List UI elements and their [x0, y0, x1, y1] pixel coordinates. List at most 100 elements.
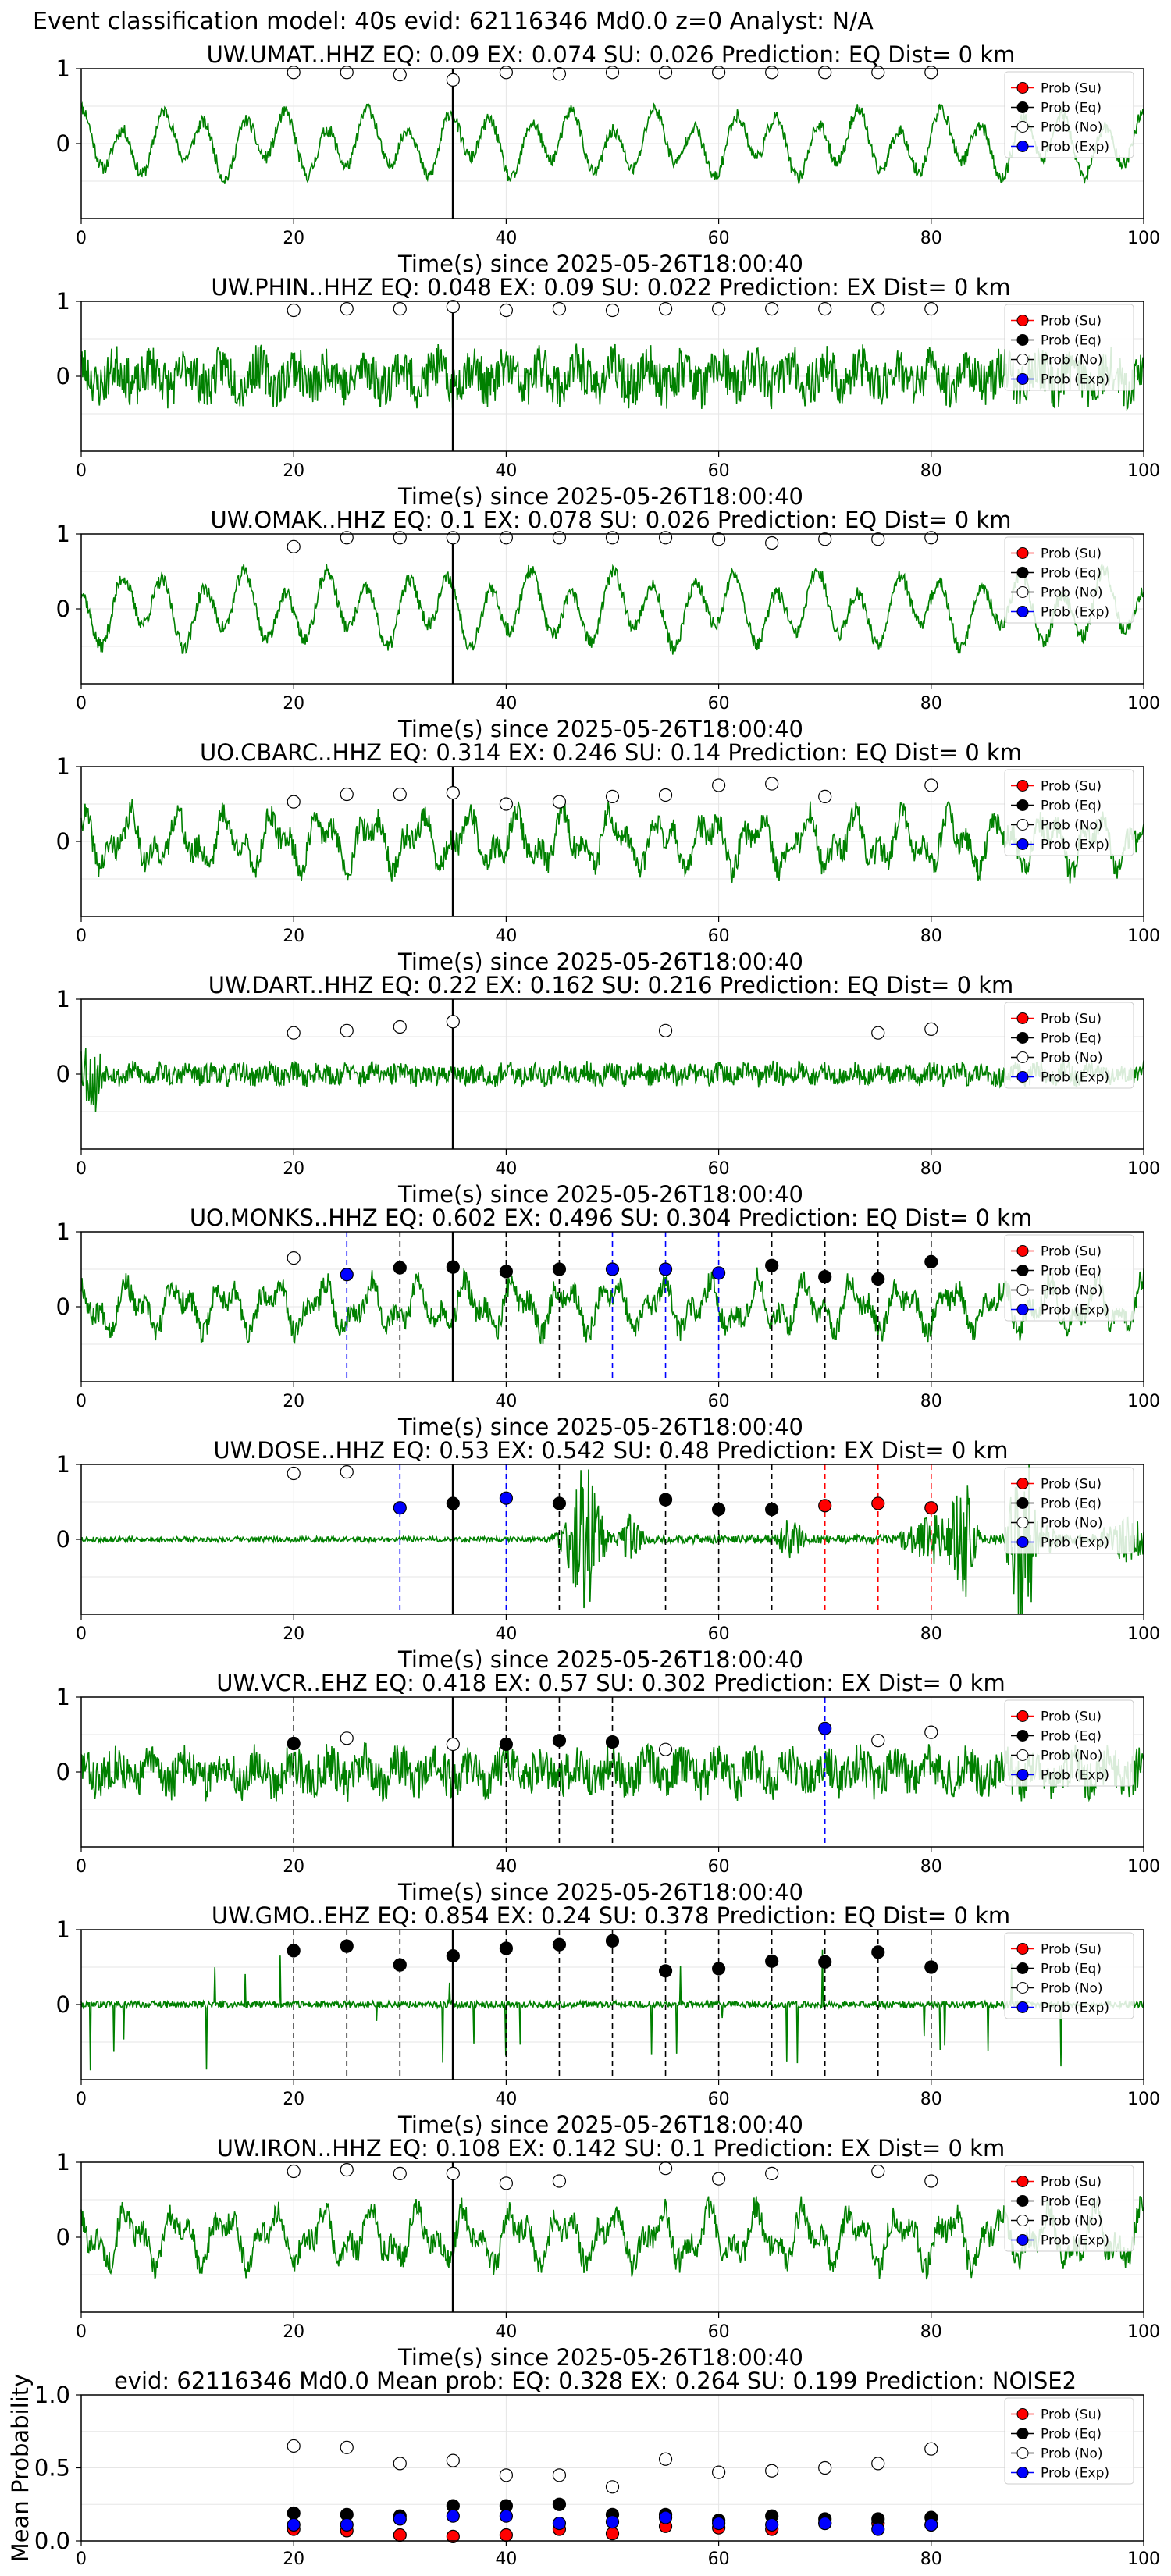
- prob-marker-no: [658, 1023, 673, 1037]
- prob-marker-eq: [765, 1258, 779, 1272]
- prob-marker-exp: [499, 1491, 514, 1505]
- prob-marker-no: [605, 303, 620, 318]
- mean-marker-su: [605, 2527, 620, 2541]
- prob-marker-no: [499, 66, 514, 80]
- prob-marker-no: [287, 1026, 301, 1040]
- y-tick-label: 1: [56, 1219, 70, 1245]
- prob-marker-no: [393, 2166, 407, 2180]
- panel5-legend-marker-exp: [1016, 1304, 1029, 1315]
- panel4-legend-label-exp: Prob (Exp): [1041, 1070, 1109, 1086]
- mean-marker-eq: [552, 2497, 567, 2511]
- prob-marker-no: [446, 531, 460, 545]
- panel4-legend-label-no: Prob (No): [1041, 1051, 1103, 1066]
- panel3-legend-box: [1004, 769, 1134, 856]
- prob-marker-eq: [552, 1262, 567, 1276]
- panel-title: UW.DART..HHZ EQ: 0.22 EX: 0.162 SU: 0.21…: [208, 972, 1014, 998]
- prob-marker-eq: [871, 1945, 885, 1959]
- prob-marker-no: [393, 787, 407, 802]
- mean-marker-exp: [924, 2517, 938, 2532]
- panel3-legend-marker-no: [1016, 819, 1029, 831]
- mean-legend-label-exp: Prob (Exp): [1041, 2466, 1109, 2482]
- prob-marker-no: [552, 795, 567, 809]
- y-tick-label: 0: [56, 828, 70, 855]
- prob-marker-no: [340, 787, 354, 802]
- x-tick-label: 0: [76, 1857, 87, 1877]
- x-axis-label: Time(s) since 2025-05-26T18:00:40: [397, 1879, 803, 1905]
- prob-marker-no: [499, 797, 514, 811]
- x-tick-label: 40: [495, 694, 517, 713]
- waveform-trace: [80, 101, 1144, 184]
- x-axis-label: Time(s) since 2025-05-26T18:00:40: [397, 2112, 803, 2138]
- x-axis-label: Time(s) since 2025-05-26T18:00:40: [397, 948, 803, 975]
- prob-marker-no: [287, 539, 301, 553]
- x-tick-label: 100: [1127, 461, 1160, 481]
- x-tick-label: 60: [708, 694, 730, 713]
- panel9-legend-box: [1004, 2165, 1134, 2252]
- prob-marker-no: [924, 2174, 938, 2188]
- panel-title: UW.VCR..EHZ EQ: 0.418 EX: 0.57 SU: 0.302…: [216, 1670, 1005, 1696]
- x-tick-label: 40: [495, 229, 517, 248]
- x-tick-label: 80: [920, 1392, 942, 1411]
- prob-marker-no: [446, 785, 460, 800]
- mean-marker-su: [446, 2529, 460, 2543]
- x-tick-label: 40: [495, 2322, 517, 2342]
- prob-marker-no: [818, 789, 832, 804]
- mean-marker-exp: [552, 2516, 567, 2531]
- mean-marker-su: [499, 2528, 514, 2542]
- panel9-legend-marker-su: [1016, 2176, 1029, 2187]
- prob-marker-no: [924, 531, 938, 545]
- x-tick-label: 100: [1127, 2549, 1160, 2569]
- panel6-legend-marker-su: [1016, 1478, 1029, 1489]
- prob-marker-no: [658, 531, 673, 545]
- prob-marker-eq: [605, 1735, 620, 1749]
- prob-marker-no: [658, 788, 673, 802]
- mean-marker-no: [287, 2439, 301, 2453]
- prob-marker-no: [711, 778, 726, 792]
- x-tick-label: 20: [283, 1624, 304, 1644]
- panel4-legend-marker-no: [1016, 1051, 1029, 1063]
- prob-marker-eq: [499, 1941, 514, 1955]
- x-tick-label: 60: [708, 1392, 730, 1411]
- mean-marker-eq: [287, 2506, 301, 2521]
- x-tick-label: 20: [283, 2090, 304, 2109]
- panel2-legend-label-no: Prob (No): [1041, 585, 1103, 601]
- panel6-legend-label-eq: Prob (Eq): [1041, 1496, 1102, 1512]
- panel3-legend-marker-eq: [1016, 799, 1029, 811]
- panel3-legend-label-exp: Prob (Exp): [1041, 838, 1109, 853]
- panel2-legend-marker-su: [1016, 547, 1029, 559]
- prob-marker-no: [446, 73, 460, 87]
- y-tick-label: 1.0: [34, 2382, 70, 2408]
- x-tick-label: 40: [495, 927, 517, 946]
- x-tick-label: 60: [708, 1159, 730, 1179]
- panel-title: UO.CBARC..HHZ EQ: 0.314 EX: 0.246 SU: 0.…: [200, 739, 1022, 766]
- prob-marker-no: [393, 1019, 407, 1034]
- panel8-legend-marker-su: [1016, 1943, 1029, 1955]
- x-tick-label: 0: [76, 927, 87, 946]
- station-panel-4: Prob (Su) Prob (Eq) Prob (No) Prob (Exp) 0 20…: [56, 972, 1160, 1208]
- mean-marker-exp: [818, 2516, 832, 2531]
- panel2-legend-box: [1004, 536, 1134, 624]
- prob-marker-eq: [711, 1962, 726, 1976]
- panel1-legend-marker-su: [1016, 315, 1029, 326]
- prob-marker-no: [552, 67, 567, 81]
- prob-marker-eq: [446, 1260, 460, 1274]
- waveform-trace: [80, 799, 1144, 884]
- prob-marker-eq: [924, 1960, 938, 1974]
- y-axis-label: Mean Probability: [7, 2374, 34, 2563]
- panel-title: UW.UMAT..HHZ EQ: 0.09 EX: 0.074 SU: 0.02…: [207, 41, 1016, 68]
- panel0-legend-label-exp: Prob (Exp): [1041, 140, 1109, 155]
- prob-marker-exp: [818, 1721, 832, 1735]
- panel7-legend-label-no: Prob (No): [1041, 1749, 1103, 1764]
- panel0-legend-label-no: Prob (No): [1041, 120, 1103, 136]
- prob-marker-eq: [287, 1944, 301, 1958]
- panel6-legend-marker-exp: [1016, 1536, 1029, 1548]
- prob-marker-no: [871, 302, 885, 316]
- prob-marker-no: [287, 1466, 301, 1481]
- y-tick-label: 1: [56, 1916, 70, 1943]
- mean-marker-exp: [499, 2509, 514, 2523]
- x-tick-label: 80: [920, 2549, 942, 2569]
- station-panel-9: Prob (Su) Prob (Eq) Prob (No) Prob (Exp) 0 20…: [56, 2135, 1160, 2371]
- panels-container: Prob (Su) Prob (Eq) Prob (No) Prob (Exp) 0 20…: [7, 41, 1160, 2569]
- prob-marker-no: [711, 2172, 726, 2186]
- panel8-legend-label-no: Prob (No): [1041, 1981, 1103, 1997]
